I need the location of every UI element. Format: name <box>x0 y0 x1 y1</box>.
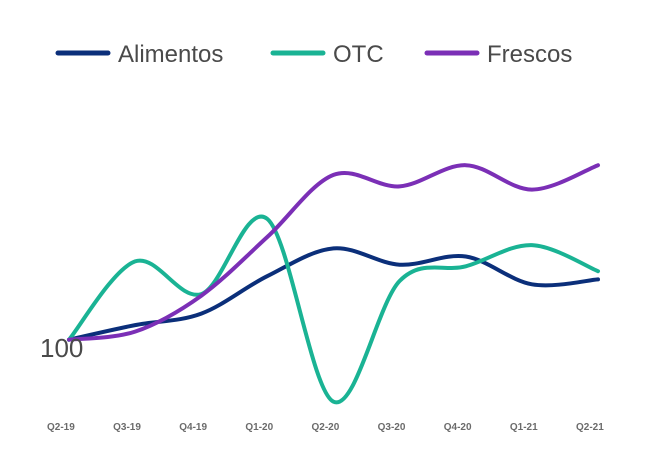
series-line-frescos <box>67 163 600 342</box>
x-tick-label: Q1-20 <box>245 422 273 433</box>
legend-label-otc: OTC <box>333 41 384 68</box>
base-value-label: 100 <box>40 333 83 363</box>
legend-label-frescos: Frescos <box>487 41 572 68</box>
x-tick-label: Q1-21 <box>510 422 538 433</box>
x-tick-label: Q2-19 <box>47 422 75 433</box>
x-tick-label: Q2-21 <box>576 422 604 433</box>
x-tick-label: Q2-20 <box>312 422 340 433</box>
x-tick-label: Q3-19 <box>113 422 141 433</box>
series-line-otc <box>67 214 600 405</box>
x-axis: Q2-19 Q3-19 Q4-19 Q1-20 Q2-20 Q3-20 Q4-20 Q1-21… <box>47 422 604 433</box>
series-layer <box>67 163 600 405</box>
x-tick-label: Q4-20 <box>444 422 472 433</box>
x-tick-label: Q4-19 <box>179 422 207 433</box>
legend: Alimentos OTC Frescos <box>55 41 572 68</box>
legend-label-alimentos: Alimentos <box>118 41 223 68</box>
x-tick-label: Q3-20 <box>378 422 406 433</box>
